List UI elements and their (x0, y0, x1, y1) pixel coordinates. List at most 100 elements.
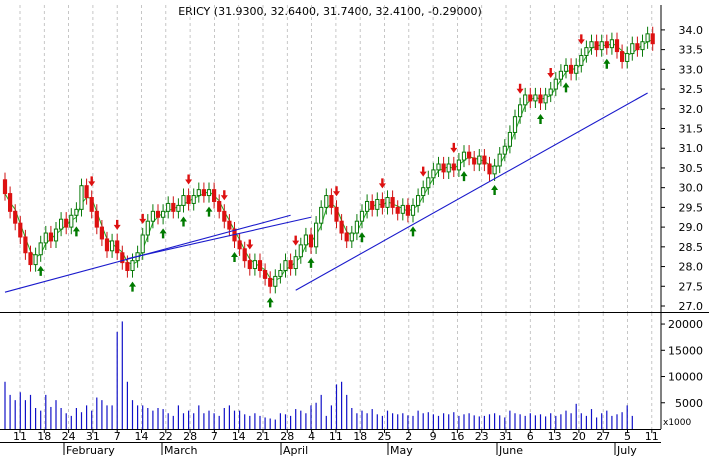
candle-body-51 (263, 270, 268, 279)
candle-body-80 (410, 204, 416, 216)
sell-arrow-4 (220, 190, 228, 201)
candle-body-30 (155, 210, 161, 218)
price-tick-label-9: 29.5 (679, 201, 704, 214)
candle-body-4 (23, 236, 28, 254)
candle-body-107 (548, 88, 553, 96)
candle-body-90 (461, 151, 467, 161)
candle-body-89 (456, 159, 461, 171)
candle-7 (38, 235, 43, 262)
candle-80 (410, 198, 416, 223)
sell-arrow-13 (577, 34, 585, 45)
candle-body-7 (38, 242, 43, 256)
buy-arrow-9 (358, 232, 366, 243)
candle-66 (339, 214, 344, 241)
buy-arrow-10 (409, 226, 417, 237)
candle-72 (370, 194, 375, 217)
candle-48 (247, 253, 252, 276)
sell-arrow-2 (139, 213, 147, 224)
candle-116 (594, 34, 599, 57)
candle-body-60 (308, 234, 314, 248)
month-label-1: March (164, 444, 198, 457)
x-tick-label-2: 24 (62, 430, 76, 443)
candle-20 (104, 231, 110, 258)
candle-body-85 (436, 163, 441, 171)
candle-body-40 (206, 189, 212, 197)
candle-59 (303, 227, 308, 252)
x-tick-labels: 11 18 24 31 7 14 22 28 7 14 21 28 4 11 18 25 2 9 16 23 31 6 13… (13, 429, 659, 443)
candle-115 (589, 34, 594, 55)
volume-tick-label-2: 10000 (668, 371, 703, 384)
candle-body-33 (171, 202, 176, 212)
candle-79 (405, 198, 410, 223)
candle-body-114 (584, 47, 589, 57)
candle-113 (579, 48, 584, 73)
candle-body-28 (145, 220, 150, 236)
candle-92 (472, 150, 477, 172)
x-tick-label-9: 14 (232, 430, 246, 443)
candle-body-113 (579, 55, 584, 66)
candle-28 (145, 214, 150, 243)
candle-32 (166, 196, 171, 219)
candle-body-94 (482, 155, 487, 165)
candle-body-126 (645, 33, 650, 43)
buy-arrow-14 (562, 82, 570, 93)
x-tick-label-15: 25 (378, 430, 392, 443)
candle-54 (278, 263, 283, 284)
candle-body-87 (446, 163, 451, 173)
candle-body-1 (8, 193, 13, 212)
candle-81 (416, 188, 421, 213)
candle-body-115 (589, 41, 594, 49)
month-label-2: April (283, 444, 308, 457)
x-tick-label-16: 2 (405, 430, 412, 443)
candle-12 (64, 212, 69, 235)
candle-body-120 (614, 39, 620, 53)
candle-100 (512, 109, 518, 140)
candle-body-79 (405, 204, 410, 216)
candle-14 (74, 202, 79, 223)
price-tick-label-13: 27.5 (679, 280, 704, 293)
candle-21 (110, 233, 115, 258)
sell-arrow-9 (419, 166, 427, 177)
candle-body-44 (227, 220, 232, 230)
x-tick-label-14: 18 (353, 430, 367, 443)
candle-118 (604, 34, 609, 55)
candle-body-124 (635, 43, 640, 51)
volume-bars (4, 321, 633, 429)
candle-103 (528, 87, 533, 108)
candle-60 (308, 227, 314, 254)
x-tick-label-12: 4 (308, 430, 315, 443)
candle-5 (28, 245, 33, 272)
candle-body-116 (594, 41, 599, 51)
candle-body-24 (125, 262, 130, 272)
candle-76 (390, 190, 395, 215)
month-label-4: June (498, 444, 523, 457)
candle-49 (252, 253, 258, 276)
candle-44 (227, 214, 232, 237)
candle-body-37 (191, 195, 196, 204)
price-tick-label-12: 28.0 (679, 261, 704, 274)
candle-body-8 (43, 232, 48, 244)
candle-body-110 (563, 64, 569, 72)
candle-body-101 (518, 104, 523, 118)
candle-89 (456, 152, 461, 178)
candle-body-72 (370, 200, 375, 210)
candle-109 (558, 64, 563, 87)
month-label-5: July (616, 444, 637, 457)
candle-body-36 (186, 195, 191, 204)
candle-87 (446, 156, 451, 179)
candle-body-59 (303, 234, 308, 246)
volume-tick-label-0: 20000 (668, 318, 703, 331)
candle-body-75 (385, 197, 390, 208)
candle-body-11 (59, 218, 64, 230)
candle-58 (298, 237, 303, 264)
x-tick-label-25: 5 (624, 430, 631, 443)
candle-34 (176, 198, 181, 219)
candle-body-69 (354, 220, 359, 234)
candle-body-98 (502, 145, 507, 155)
candle-body-106 (543, 94, 548, 104)
candle-119 (609, 32, 614, 55)
candle-117 (599, 34, 604, 57)
candle-body-65 (334, 206, 339, 222)
candle-body-88 (451, 163, 456, 171)
